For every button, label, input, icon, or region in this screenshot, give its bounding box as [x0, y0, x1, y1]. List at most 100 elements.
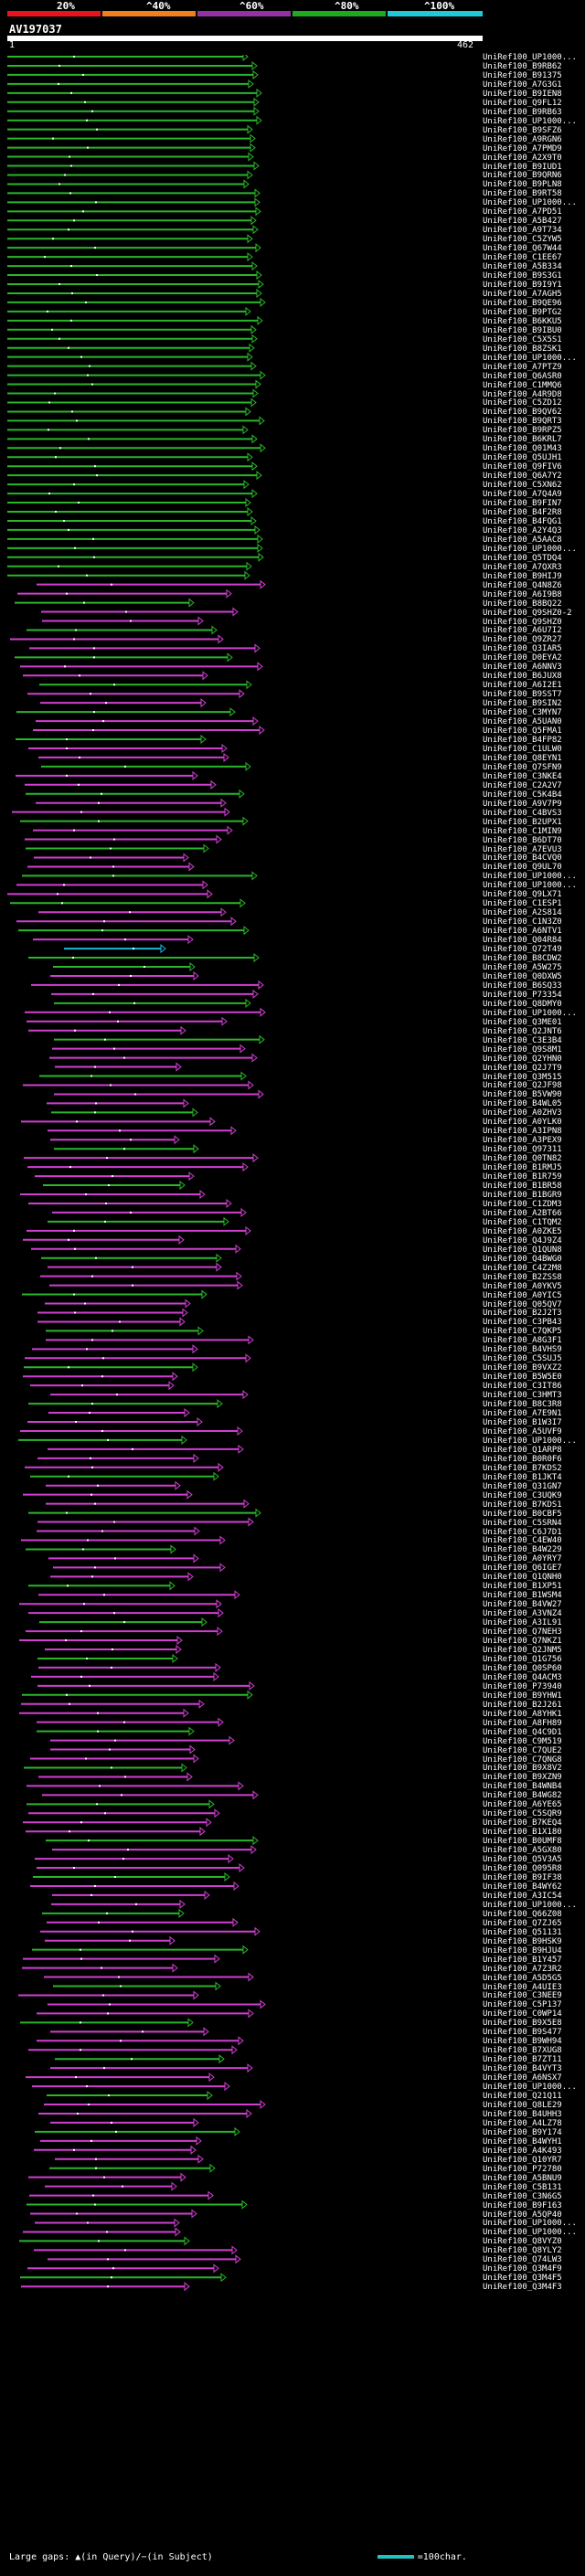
hit-row[interactable]: UniRef100_B7XUG8 — [0, 2046, 585, 2055]
hit-row[interactable]: UniRef100_Q4ACM3 — [0, 1673, 585, 1682]
hit-accession[interactable]: UniRef100_UP1000... — [483, 353, 577, 363]
hit-accession[interactable]: UniRef100_UP1000... — [483, 2228, 577, 2238]
hit-accession[interactable]: UniRef100_B9X5E8 — [483, 2019, 562, 2029]
hit-row[interactable]: UniRef100_C0WP14 — [0, 2009, 585, 2019]
hit-row[interactable]: UniRef100_C7QKP5 — [0, 1327, 585, 1336]
hit-accession[interactable]: UniRef100_B9IEN8 — [483, 89, 562, 99]
hit-accession[interactable]: UniRef100_Q8EYN1 — [483, 753, 562, 763]
hit-accession[interactable]: UniRef100_Q9FL12 — [483, 98, 562, 108]
hit-row[interactable]: UniRef100_Q2YHN0 — [0, 1055, 585, 1064]
hit-accession[interactable]: UniRef100_B9RB62 — [483, 61, 562, 71]
hit-row[interactable]: UniRef100_B4WNB4 — [0, 1782, 585, 1791]
hit-accession[interactable]: UniRef100_B9QRN6 — [483, 171, 562, 181]
hit-row[interactable]: UniRef100_Q8DMY0 — [0, 1000, 585, 1009]
hit-row[interactable]: UniRef100_B4CVQ0 — [0, 853, 585, 863]
hit-accession[interactable]: UniRef100_B5W5E0 — [483, 1373, 562, 1383]
hit-accession[interactable]: UniRef100_C1TQM2 — [483, 1217, 562, 1227]
hit-row[interactable]: UniRef100_A5QP40 — [0, 2210, 585, 2220]
hit-accession[interactable]: UniRef100_A0ZHV3 — [483, 1108, 562, 1118]
hit-row[interactable]: UniRef100_A2BT66 — [0, 1209, 585, 1218]
hit-accession[interactable]: UniRef100_B9SIN2 — [483, 699, 562, 709]
hit-accession[interactable]: UniRef100_C6J7D1 — [483, 1527, 562, 1537]
hit-row[interactable]: UniRef100_Q9FIV6 — [0, 462, 585, 472]
hit-accession[interactable]: UniRef100_C5X5S1 — [483, 334, 562, 345]
hit-accession[interactable]: UniRef100_Q4J9Z4 — [483, 1235, 562, 1246]
hit-accession[interactable]: UniRef100_A9RGN6 — [483, 134, 562, 144]
hit-row[interactable]: UniRef100_A8G3F1 — [0, 1336, 585, 1345]
hit-accession[interactable]: UniRef100_Q6ASR0 — [483, 371, 562, 381]
hit-accession[interactable]: UniRef100_B9FIN7 — [483, 499, 562, 509]
hit-row[interactable]: UniRef100_Q31GN7 — [0, 1482, 585, 1491]
hit-row[interactable]: UniRef100_Q10YR7 — [0, 2156, 585, 2165]
hit-row[interactable]: UniRef100_B9WH94 — [0, 2037, 585, 2046]
hit-row[interactable]: UniRef100_B6SQ33 — [0, 981, 585, 991]
hit-accession[interactable]: UniRef100_B1XP51 — [483, 1582, 562, 1592]
hit-row[interactable]: UniRef100_A6I9B8 — [0, 590, 585, 599]
hit-accession[interactable]: UniRef100_B6KRL7 — [483, 435, 562, 445]
hit-accession[interactable]: UniRef100_B91375 — [483, 70, 562, 80]
hit-accession[interactable]: UniRef100_B4WL05 — [483, 1099, 562, 1109]
hit-accession[interactable]: UniRef100_B1X180 — [483, 1828, 562, 1838]
hit-row[interactable]: UniRef100_B6DT70 — [0, 836, 585, 845]
hit-row[interactable]: UniRef100_B9S3G1 — [0, 271, 585, 281]
hit-accession[interactable]: UniRef100_B4W229 — [483, 1545, 562, 1555]
hit-accession[interactable]: UniRef100_A4UIE3 — [483, 1982, 562, 1992]
hit-row[interactable]: UniRef100_A5AAC8 — [0, 535, 585, 545]
hit-row[interactable]: UniRef100_Q0DXW5 — [0, 972, 585, 981]
hit-accession[interactable]: UniRef100_Q4ACM3 — [483, 1672, 562, 1682]
hit-accession[interactable]: UniRef100_A2BT66 — [483, 1208, 562, 1218]
hit-row[interactable]: UniRef100_B1X180 — [0, 1828, 585, 1837]
hit-accession[interactable]: UniRef100_B9HJU4 — [483, 1945, 562, 1956]
hit-accession[interactable]: UniRef100_Q1ARP8 — [483, 1445, 562, 1455]
hit-row[interactable]: UniRef100_C1ULW0 — [0, 745, 585, 754]
hit-row[interactable]: UniRef100_UP1000... — [0, 872, 585, 881]
hit-row[interactable]: UniRef100_B2J2T3 — [0, 1309, 585, 1318]
hit-row[interactable]: UniRef100_B0R0F6 — [0, 1455, 585, 1464]
hit-row[interactable]: UniRef100_B9HSK9 — [0, 1937, 585, 1946]
hit-row[interactable]: UniRef100_Q9LX71 — [0, 890, 585, 899]
hit-row[interactable]: UniRef100_B4WY62 — [0, 1882, 585, 1892]
hit-accession[interactable]: UniRef100_Q4N8Z6 — [483, 580, 562, 590]
hit-accession[interactable]: UniRef100_C1EE67 — [483, 253, 562, 263]
hit-accession[interactable]: UniRef100_A4LZ78 — [483, 2118, 562, 2128]
hit-row[interactable]: UniRef100_C1TQM2 — [0, 1218, 585, 1227]
hit-accession[interactable]: UniRef100_Q5UJH1 — [483, 453, 562, 463]
hit-accession[interactable]: UniRef100_C5ZD12 — [483, 398, 562, 408]
hit-row[interactable]: UniRef100_Q3M4F9 — [0, 2264, 585, 2274]
hit-row[interactable]: UniRef100_A5W275 — [0, 963, 585, 972]
hit-accession[interactable]: UniRef100_B0UMF8 — [483, 1837, 562, 1847]
hit-accession[interactable]: UniRef100_B2UPX1 — [483, 817, 562, 827]
hit-row[interactable]: UniRef100_C2A2V7 — [0, 781, 585, 790]
hit-accession[interactable]: UniRef100_Q7ZJ65 — [483, 1918, 562, 1928]
hit-accession[interactable]: UniRef100_A5UAN0 — [483, 717, 562, 727]
hit-row[interactable]: UniRef100_C1MIN9 — [0, 827, 585, 836]
hit-row[interactable]: UniRef100_Q66Z08 — [0, 1910, 585, 1919]
hit-row[interactable]: UniRef100_B4F2R8 — [0, 508, 585, 517]
hit-row[interactable]: UniRef100_C5ZD12 — [0, 398, 585, 408]
hit-accession[interactable]: UniRef100_A6I2E1 — [483, 681, 562, 691]
hit-row[interactable]: UniRef100_B6KKU5 — [0, 317, 585, 326]
hit-accession[interactable]: UniRef100_B9XZN9 — [483, 1773, 562, 1783]
hit-accession[interactable]: UniRef100_UP1000... — [483, 544, 577, 554]
hit-row[interactable]: UniRef100_C5SQR9 — [0, 1809, 585, 1818]
hit-row[interactable]: UniRef100_B6JUX8 — [0, 672, 585, 681]
hit-accession[interactable]: UniRef100_Q2YHN0 — [483, 1054, 562, 1064]
hit-row[interactable]: UniRef100_D0EYA2 — [0, 653, 585, 663]
hit-row[interactable]: UniRef100_A4UIE3 — [0, 1983, 585, 1992]
hit-row[interactable]: UniRef100_C3N6G5 — [0, 2192, 585, 2201]
hit-accession[interactable]: UniRef100_C5ZYW5 — [483, 235, 562, 245]
hit-accession[interactable]: UniRef100_A5GX80 — [483, 1846, 562, 1856]
hit-row[interactable]: UniRef100_Q9UL70 — [0, 863, 585, 872]
hit-row[interactable]: UniRef100_A5BNU9 — [0, 2174, 585, 2183]
hit-row[interactable]: UniRef100_C3E3B4 — [0, 1036, 585, 1045]
hit-accession[interactable]: UniRef100_B2J261 — [483, 1700, 562, 1710]
hit-accession[interactable]: UniRef100_B4WY62 — [483, 1882, 562, 1892]
hit-accession[interactable]: UniRef100_B9WH94 — [483, 2037, 562, 2047]
hit-accession[interactable]: UniRef100_Q5TDQ4 — [483, 553, 562, 563]
hit-row[interactable]: UniRef100_B9QRN6 — [0, 171, 585, 180]
hit-row[interactable]: UniRef100_A0YLK0 — [0, 1118, 585, 1127]
hit-accession[interactable]: UniRef100_Q8VYZ0 — [483, 2237, 562, 2247]
hit-row[interactable]: UniRef100_A4LZ78 — [0, 2119, 585, 2128]
hit-row[interactable]: UniRef100_B9IUD1 — [0, 163, 585, 172]
hit-row[interactable]: UniRef100_A7E9N1 — [0, 1409, 585, 1418]
